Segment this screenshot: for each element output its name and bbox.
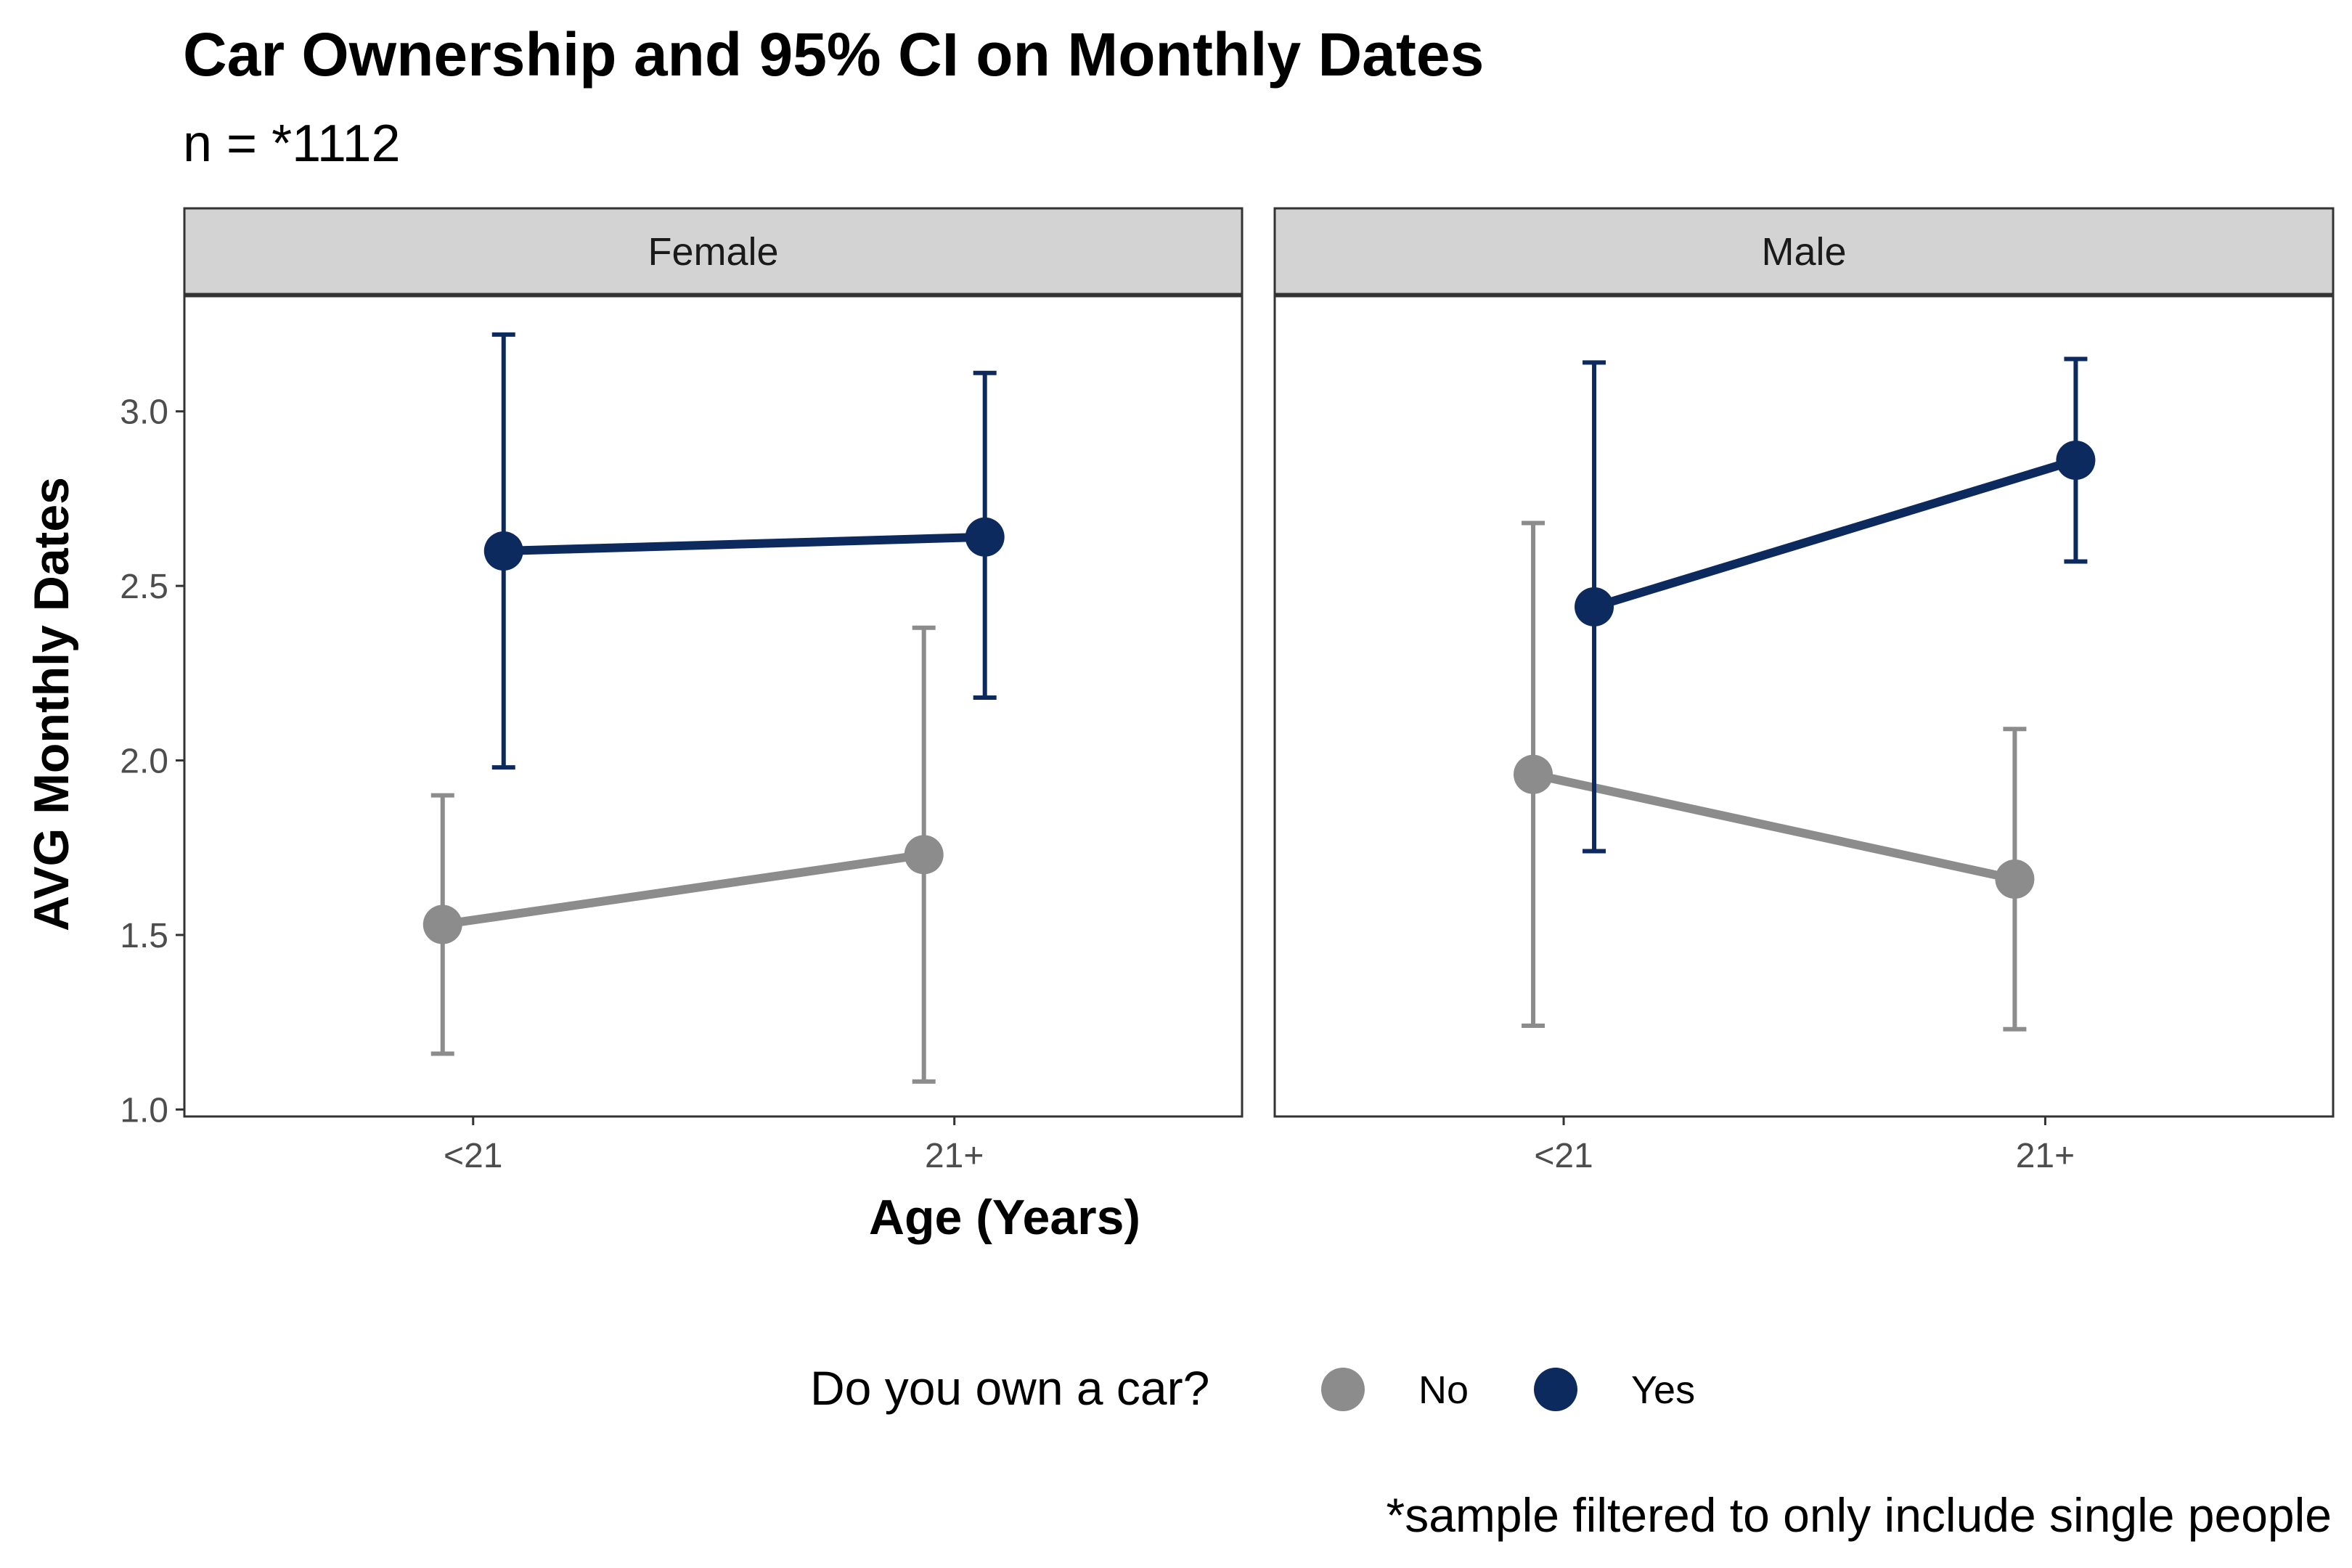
series-yes	[1575, 356, 2096, 854]
panel-border	[1273, 295, 2335, 1118]
series-no	[422, 625, 944, 1084]
series-yes	[483, 332, 1005, 770]
strip-background	[183, 207, 1244, 295]
x-axis-title: Age (Years)	[869, 1190, 1140, 1245]
x-tick-label: 21+	[925, 1137, 984, 1175]
series-no	[1514, 520, 2035, 1032]
series-line	[1532, 769, 2016, 883]
strip-background	[1273, 207, 2335, 295]
series-line	[503, 532, 985, 556]
facet-panels: Female Male	[183, 207, 2335, 1118]
x-tick-label: <21	[1534, 1137, 1593, 1175]
legend-keys: No Yes	[1321, 1368, 1695, 1412]
data-point	[904, 835, 944, 875]
legend-key-label: Yes	[1631, 1368, 1695, 1412]
chart-caption: *sample filtered to only include single …	[1387, 1488, 2332, 1542]
x-tick-label: 21+	[2016, 1137, 2075, 1175]
chart-title: Car Ownership and 95% CI on Monthly Date…	[183, 20, 1484, 89]
data-point	[1995, 859, 2035, 899]
legend-item-no: No	[1321, 1368, 1469, 1412]
chart-subtitle: n = *1112	[183, 115, 401, 173]
strip-label: Male	[1761, 230, 1846, 274]
legend-title: Do you own a car?	[810, 1361, 1209, 1415]
x-axes: <21 21+ <21 21+	[444, 1116, 2075, 1175]
y-tick-label: 2.5	[120, 568, 168, 606]
legend: Do you own a car? No Yes	[810, 1361, 1695, 1415]
legend-item-yes: Yes	[1534, 1368, 1695, 1412]
panel-male: Male	[1273, 207, 2335, 1118]
y-axis-title: AVG Monthly Dates	[24, 477, 79, 931]
data-point	[1514, 754, 1553, 794]
x-tick-label: <21	[444, 1137, 502, 1175]
legend-key-symbol	[1321, 1368, 1365, 1411]
data-point	[965, 517, 1005, 557]
data-point	[422, 905, 462, 944]
y-axis: 1.0 1.5 2.0 2.5 3.0	[120, 393, 184, 1130]
legend-key-symbol	[1534, 1368, 1577, 1411]
y-tick-label: 2.0	[120, 743, 168, 781]
y-tick-label: 3.0	[120, 393, 168, 432]
y-tick-label: 1.0	[120, 1091, 168, 1130]
series-line	[441, 850, 925, 929]
data-point	[483, 531, 523, 571]
data-point	[1575, 587, 1614, 626]
strip-label: Female	[648, 230, 778, 274]
legend-key-label: No	[1418, 1368, 1469, 1412]
panel-female: Female	[183, 207, 1244, 1118]
y-tick-label: 1.5	[120, 917, 168, 955]
data-point	[2056, 441, 2096, 480]
panel-border	[183, 295, 1244, 1118]
series-line	[1593, 456, 2078, 611]
